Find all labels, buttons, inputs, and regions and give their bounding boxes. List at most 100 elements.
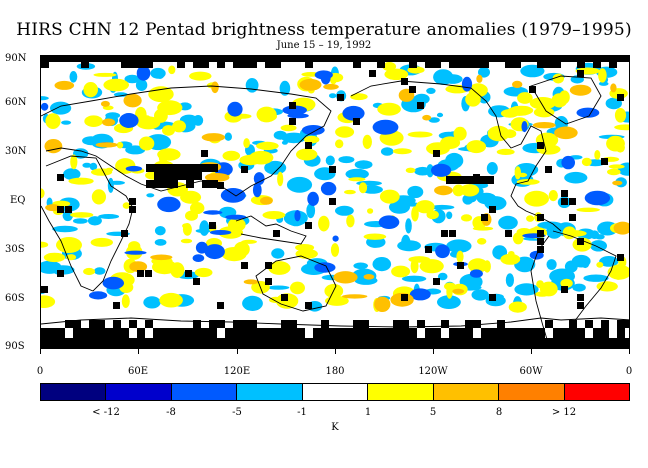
missing-data-cell <box>217 320 225 328</box>
anomaly-patch <box>405 218 412 234</box>
missing-data-cell <box>417 102 424 109</box>
missing-data-cell <box>185 270 192 277</box>
lon-label-0: 0 <box>36 366 44 377</box>
anomaly-patch <box>612 180 623 186</box>
anomaly-patch <box>325 155 335 166</box>
missing-data-cell <box>537 238 544 245</box>
missing-data-cell <box>97 328 105 338</box>
missing-data-cell <box>265 62 273 68</box>
missing-data-cell <box>57 270 64 277</box>
anomaly-patch <box>189 71 212 81</box>
anomaly-patch <box>407 66 425 74</box>
lon-label-0-east: 0 <box>625 366 633 377</box>
colorbar-label: 1 <box>364 407 372 418</box>
missing-data-cell <box>193 278 200 285</box>
anomaly-patch <box>102 118 116 127</box>
missing-data-cell <box>146 180 154 188</box>
missing-data-cell <box>409 86 416 93</box>
anomaly-patch <box>296 148 318 161</box>
anomaly-patch <box>320 72 331 85</box>
missing-data-cell <box>129 198 136 205</box>
missing-data-cell <box>481 62 489 68</box>
anomaly-patch <box>350 93 368 101</box>
lat-label-60s: 60S <box>5 293 25 304</box>
missing-data-cell <box>537 328 545 338</box>
anomaly-patch <box>105 167 114 172</box>
missing-data-cell <box>569 214 576 221</box>
missing-data-cell <box>273 62 281 68</box>
anomaly-patch <box>299 78 322 91</box>
anomaly-patch <box>411 206 419 222</box>
missing-data-cell <box>305 222 312 229</box>
missing-data-cell <box>193 320 201 328</box>
anomaly-patch <box>472 226 494 231</box>
colorbar-label: -5 <box>232 407 242 418</box>
anomaly-patch <box>476 74 483 83</box>
anomaly-patch <box>483 260 491 273</box>
anomaly-patch <box>154 239 167 246</box>
missing-data-cell <box>313 328 321 338</box>
anomaly-patch <box>498 215 518 230</box>
anomaly-patch <box>572 283 586 292</box>
missing-data-cell <box>425 62 433 68</box>
anomaly-patch <box>437 295 461 309</box>
missing-data-cell <box>249 320 257 328</box>
anomaly-patch <box>428 117 440 123</box>
missing-data-cell <box>609 62 617 68</box>
anomaly-patch <box>524 190 549 207</box>
anomaly-patch <box>561 155 575 170</box>
anomaly-patch <box>583 274 609 282</box>
missing-data-cell <box>89 320 97 328</box>
anomaly-patch <box>121 294 130 308</box>
anomaly-patch <box>307 191 319 206</box>
missing-data-cell <box>281 294 288 301</box>
anomaly-patch <box>590 230 600 239</box>
anomaly-patch <box>51 265 75 275</box>
missing-data-cell <box>545 320 553 328</box>
missing-data-cells <box>41 56 629 348</box>
missing-data-cell <box>273 230 280 237</box>
lon-tick <box>433 349 434 354</box>
missing-data-cell <box>489 206 496 213</box>
missing-data-cell <box>345 328 353 338</box>
anomaly-patch <box>562 226 577 240</box>
anomaly-patch <box>306 203 316 219</box>
anomaly-patch <box>401 234 411 250</box>
anomaly-patch <box>150 254 173 261</box>
anomaly-patch <box>536 280 544 289</box>
anomaly-patch <box>295 248 318 259</box>
anomaly-patch <box>267 285 290 290</box>
anomaly-patch <box>372 257 392 272</box>
anomaly-patch <box>539 281 558 297</box>
missing-data-cell <box>233 62 241 68</box>
missing-data-cell <box>170 180 178 188</box>
lon-label-120w: 120W <box>418 366 448 377</box>
anomaly-patch <box>125 145 146 155</box>
anomaly-patch <box>44 139 63 154</box>
missing-data-cell <box>121 328 129 338</box>
anomaly-patch <box>422 114 432 121</box>
missing-data-cell <box>305 142 312 149</box>
anomaly-patch <box>363 274 375 280</box>
anomaly-patch <box>41 295 56 308</box>
missing-data-cell <box>57 328 65 338</box>
missing-data-cell <box>81 328 89 338</box>
missing-data-cell <box>425 246 432 253</box>
anomaly-patch <box>43 252 66 263</box>
coastline-maritime <box>235 215 307 245</box>
anomaly-patch <box>271 248 285 259</box>
missing-data-cell <box>273 328 281 338</box>
anomaly-patch <box>533 107 555 118</box>
anomaly-patch <box>93 72 117 77</box>
anomaly-patch <box>242 295 263 311</box>
anomaly-patch <box>119 113 139 128</box>
lat-label-90n: 90N <box>5 53 27 64</box>
missing-data-cell <box>577 328 585 338</box>
anomaly-patch <box>301 125 325 136</box>
anomaly-patch <box>434 185 453 196</box>
anomaly-patch <box>172 120 187 133</box>
anomaly-patch <box>201 133 226 142</box>
anomaly-patch <box>194 267 213 278</box>
missing-data-cell <box>169 328 177 338</box>
anomaly-patch <box>89 291 108 300</box>
